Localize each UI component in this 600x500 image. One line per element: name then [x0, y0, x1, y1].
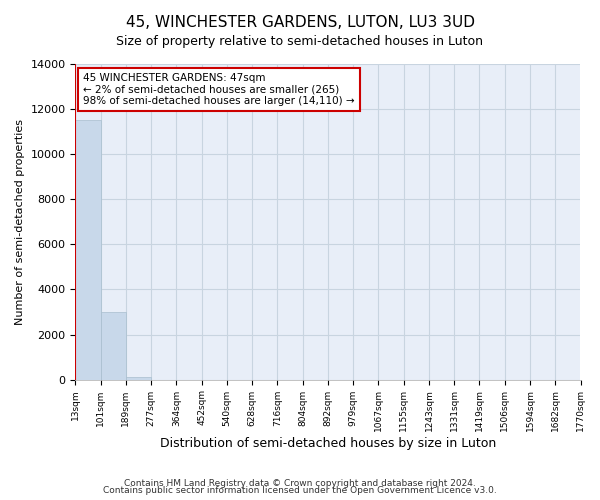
- Text: Contains public sector information licensed under the Open Government Licence v3: Contains public sector information licen…: [103, 486, 497, 495]
- Text: 45, WINCHESTER GARDENS, LUTON, LU3 3UD: 45, WINCHESTER GARDENS, LUTON, LU3 3UD: [125, 15, 475, 30]
- Text: Contains HM Land Registry data © Crown copyright and database right 2024.: Contains HM Land Registry data © Crown c…: [124, 478, 476, 488]
- Text: 45 WINCHESTER GARDENS: 47sqm
← 2% of semi-detached houses are smaller (265)
98% : 45 WINCHESTER GARDENS: 47sqm ← 2% of sem…: [83, 73, 355, 106]
- Bar: [101, 312, 126, 380]
- Y-axis label: Number of semi-detached properties: Number of semi-detached properties: [15, 119, 25, 325]
- Text: Size of property relative to semi-detached houses in Luton: Size of property relative to semi-detach…: [116, 35, 484, 48]
- X-axis label: Distribution of semi-detached houses by size in Luton: Distribution of semi-detached houses by …: [160, 437, 496, 450]
- Bar: [126, 378, 151, 380]
- Bar: [76, 120, 101, 380]
